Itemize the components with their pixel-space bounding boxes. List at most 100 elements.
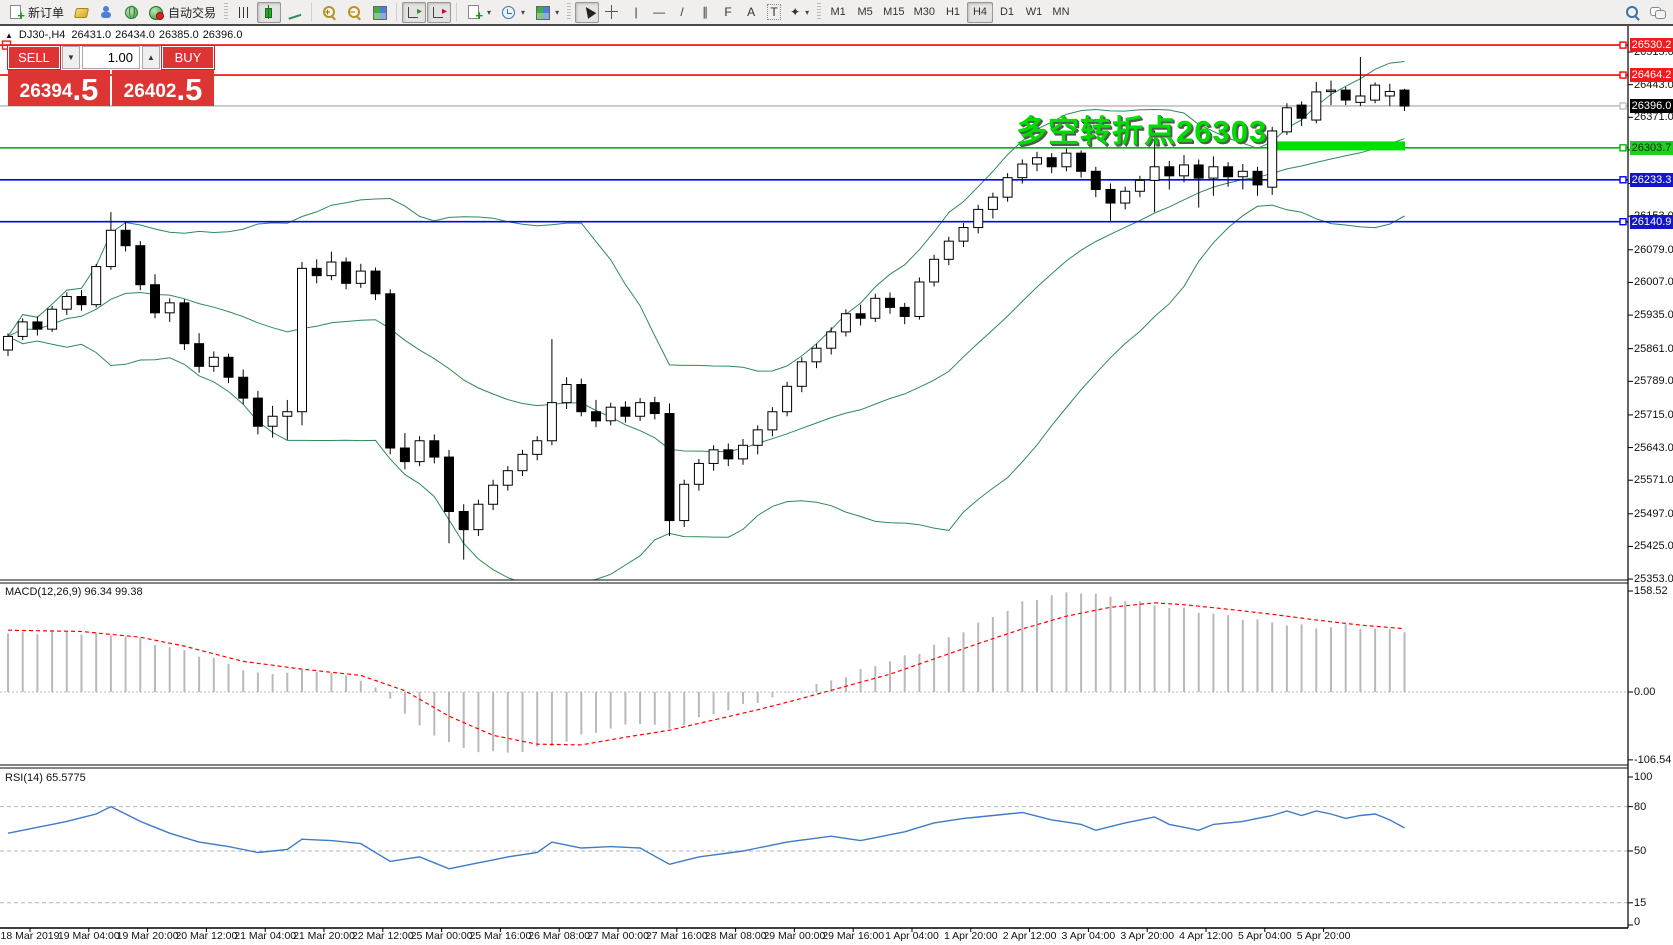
toolbar-separator xyxy=(456,3,458,21)
macd-pane[interactable] xyxy=(0,592,1628,753)
toolbar-separator xyxy=(396,3,398,21)
line-anchor-handle[interactable] xyxy=(1,40,12,50)
symbol-period: DJ30-,H4 xyxy=(18,29,66,41)
tile-windows-button[interactable] xyxy=(367,2,391,23)
bearish-candle xyxy=(238,376,249,399)
volume-increase-button[interactable]: ▲ xyxy=(142,46,160,69)
price-level-badge: 26396.0 xyxy=(1630,98,1673,113)
arrows-tool-button[interactable]: ✦ ▾ xyxy=(790,5,810,19)
templates-button[interactable]: ▾ xyxy=(530,2,563,23)
time-axis-label: 25 Mar 00:00 xyxy=(410,930,473,942)
fibonacci-tool-button[interactable]: F xyxy=(717,2,739,23)
zoom-out-button[interactable]: − xyxy=(342,2,366,23)
bar-chart-button[interactable] xyxy=(232,2,256,23)
chart-shift-button[interactable] xyxy=(427,1,452,23)
bearish-candle xyxy=(1046,157,1057,168)
timeframe-m5-button[interactable]: M5 xyxy=(857,6,873,18)
bearish-candle xyxy=(399,447,410,463)
buy-button[interactable]: BUY xyxy=(161,45,215,70)
timeframe-w1-button[interactable]: W1 xyxy=(1025,6,1043,18)
channel-tool-button[interactable]: ∥ xyxy=(694,2,716,23)
auto-trading-label: 自动交易 xyxy=(168,5,217,20)
sell-price[interactable]: 26394. 5 xyxy=(8,70,110,106)
timeframe-group: M1 M5 M15 M30 H1 H4 D1 W1 MN xyxy=(825,1,1074,23)
volume-input[interactable]: 1.00 xyxy=(82,46,140,69)
bullish-candle xyxy=(1017,163,1028,179)
timeframe-m15-button[interactable]: M15 xyxy=(883,6,905,18)
support-highlight-bar[interactable] xyxy=(1267,141,1405,151)
level-connector-square xyxy=(1619,217,1627,226)
bullish-candle xyxy=(326,261,337,277)
indicators-button[interactable]: ▾ xyxy=(462,2,495,23)
low-value: 26385.0 xyxy=(158,29,199,41)
timeframe-mn-button[interactable]: MN xyxy=(1052,6,1070,18)
crosshair-icon xyxy=(604,4,620,20)
bullish-candle xyxy=(1370,84,1381,101)
buy-price[interactable]: 26402. 5 xyxy=(112,70,214,106)
bearish-candle xyxy=(1296,104,1307,119)
bearish-candle xyxy=(223,356,234,378)
chart-window[interactable]: ▲ DJ30-,H4 26431.0 26434.0 26385.0 26396… xyxy=(0,26,1673,945)
text-tool-button[interactable]: A xyxy=(740,2,762,23)
search-button[interactable] xyxy=(1620,2,1644,23)
bearish-candle xyxy=(1076,152,1087,172)
chart-canvas[interactable] xyxy=(0,26,1673,945)
equidistant-channel-icon: ∥ xyxy=(702,5,709,19)
periods-button[interactable]: ▾ xyxy=(496,2,529,23)
time-axis-label: 1 Apr 04:00 xyxy=(885,930,939,942)
price-axis-tick-label: 25643.0 xyxy=(1634,441,1673,454)
bullish-candle xyxy=(297,267,307,413)
trendline-tool-button[interactable]: / xyxy=(671,2,693,23)
bullish-candle xyxy=(1281,107,1292,133)
bearish-candle xyxy=(855,313,866,319)
new-order-button[interactable]: 新订单 xyxy=(4,2,68,23)
timeframe-h4-button[interactable]: H4 xyxy=(966,1,993,23)
timeframe-m1-button[interactable]: M1 xyxy=(830,6,846,18)
bollinger-upper xyxy=(7,61,1405,372)
globe-icon xyxy=(123,4,139,20)
vertical-line-icon: | xyxy=(634,5,638,19)
horizontal-line-tool-button[interactable]: — xyxy=(648,2,670,23)
sell-button[interactable]: SELL xyxy=(7,45,61,70)
data-window-button[interactable] xyxy=(94,2,118,23)
crosshair-tool-button[interactable] xyxy=(600,2,624,23)
time-axis-label: 18 Mar 2019 xyxy=(0,930,60,942)
bearish-candle xyxy=(370,270,381,295)
chat-button[interactable] xyxy=(1645,2,1669,23)
auto-trading-button[interactable]: 自动交易 xyxy=(144,2,220,23)
bearish-candle xyxy=(591,411,601,422)
bullish-candle xyxy=(355,270,366,284)
text-label-tool-button[interactable]: T xyxy=(763,2,785,23)
trendline-icon: / xyxy=(680,5,684,19)
new-order-label: 新订单 xyxy=(28,5,65,20)
bullish-candle xyxy=(3,335,13,351)
rsi-pane[interactable] xyxy=(0,805,1628,904)
rsi-scale-label: 15 xyxy=(1634,896,1647,909)
bullish-candle xyxy=(282,411,293,417)
zoom-in-button[interactable]: + xyxy=(317,2,341,23)
bullish-candle xyxy=(826,331,837,349)
main-pane[interactable] xyxy=(0,40,1628,585)
auto-scroll-button[interactable] xyxy=(402,1,427,23)
bearish-candle xyxy=(311,267,322,277)
bearish-candle xyxy=(1340,89,1351,101)
search-icon xyxy=(1624,4,1640,20)
timeframe-m30-button[interactable]: M30 xyxy=(913,6,935,18)
bullish-candle xyxy=(502,470,513,486)
bearish-candle xyxy=(576,384,587,413)
timeframe-h1-button[interactable]: H1 xyxy=(945,6,960,18)
bullish-candle xyxy=(1120,190,1131,204)
cursor-tool-button[interactable] xyxy=(575,1,600,23)
rsi-scale-label: 80 xyxy=(1634,800,1647,813)
navigator-button[interactable] xyxy=(119,2,143,23)
vertical-line-tool-button[interactable]: | xyxy=(625,2,647,23)
timeframe-d1-button[interactable]: D1 xyxy=(999,6,1014,18)
bullish-candle xyxy=(1326,89,1336,93)
volume-decrease-button[interactable]: ▼ xyxy=(62,46,80,69)
time-axis-label: 27 Mar 00:00 xyxy=(587,930,649,942)
styles-button[interactable] xyxy=(69,2,93,23)
candlestick-chart-button[interactable] xyxy=(257,1,282,23)
line-chart-button[interactable] xyxy=(282,2,306,23)
line-chart-icon xyxy=(286,4,302,20)
bullish-candle xyxy=(473,503,484,531)
